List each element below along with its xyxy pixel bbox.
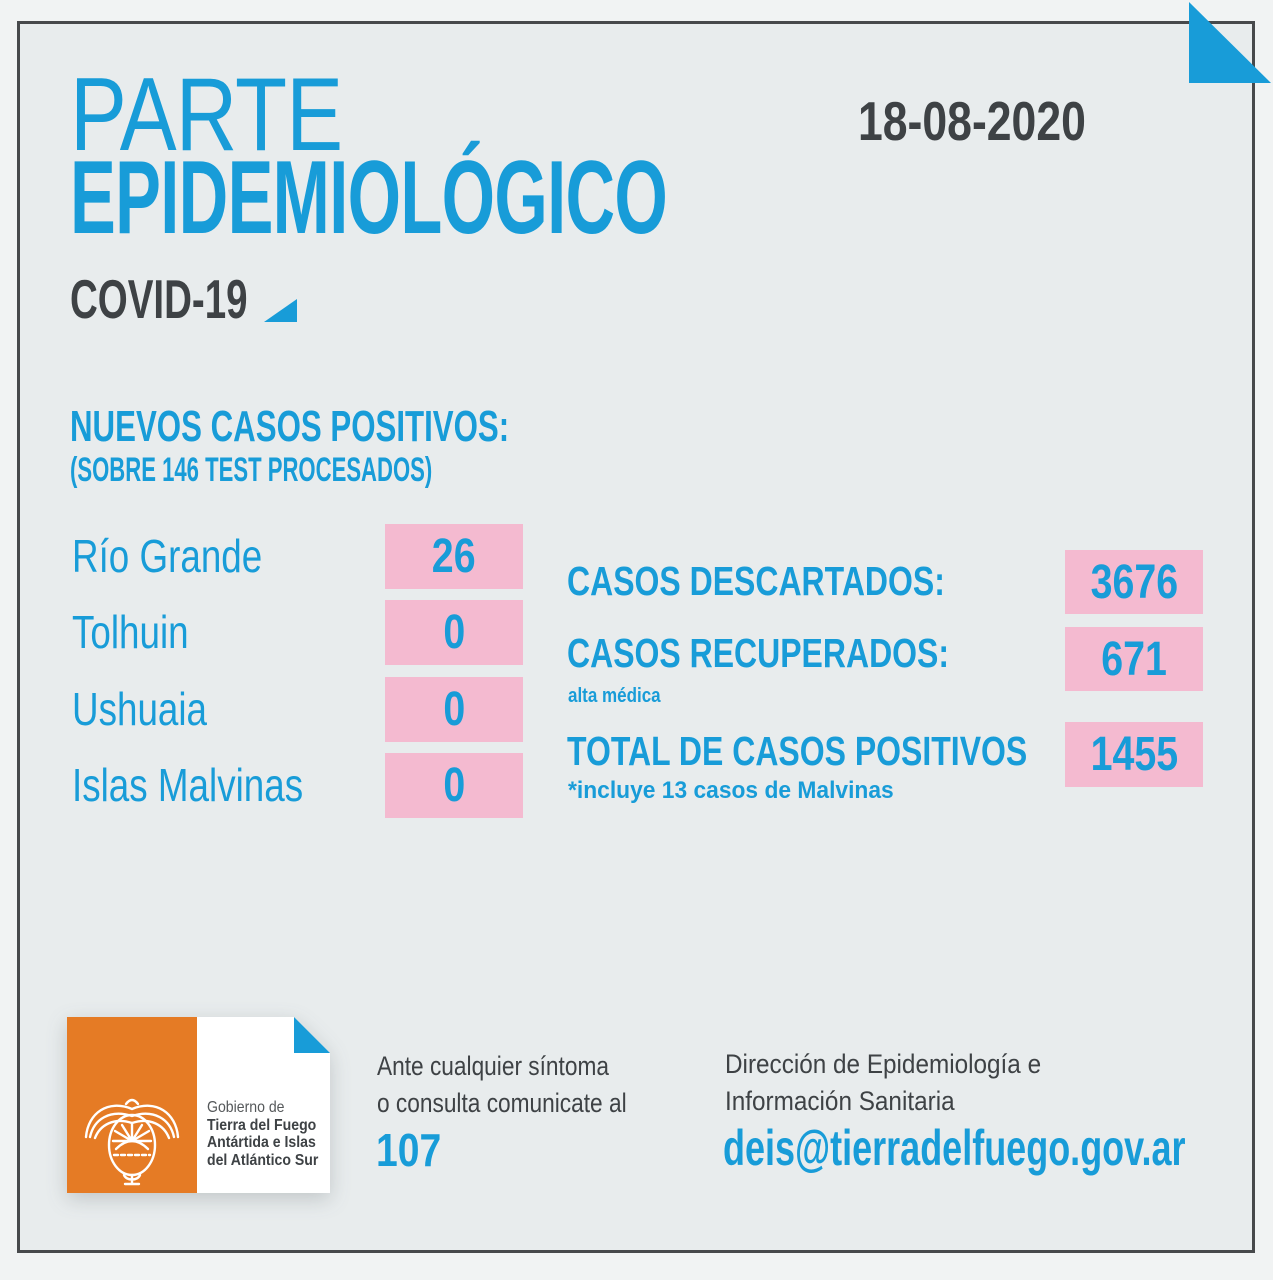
gov-line-1: Gobierno de [207, 1099, 285, 1116]
gov-line-4: del Atlántico Sur [207, 1151, 319, 1169]
recovered-cases-value: 671 [1101, 632, 1167, 686]
total-cases-box: 1455 [1065, 722, 1203, 787]
department-line-1: Dirección de Epidemiología e [725, 1049, 1042, 1079]
corner-fold-icon [1189, 2, 1271, 83]
total-cases-note: *incluye 13 casos de Malvinas [568, 777, 894, 804]
city-label-rio-grande: Río Grande [72, 530, 263, 582]
city-value-box: 26 [385, 524, 523, 589]
new-cases-subheading: (SOBRE 146 TEST PROCESADOS) [70, 451, 433, 489]
discarded-cases-box: 3676 [1065, 550, 1203, 614]
recovered-cases-note: alta médica [568, 685, 661, 707]
gov-line-2: Tierra del Fuego [207, 1116, 317, 1134]
city-label-islas-malvinas: Islas Malvinas [72, 759, 304, 811]
gov-line-3: Antártida e Islas [207, 1134, 316, 1151]
logo-text: Gobierno de Tierra del Fuego Antártida e… [207, 1099, 318, 1169]
city-value: 0 [443, 606, 465, 659]
city-value-box: 0 [385, 677, 523, 742]
city-label-ushuaia: Ushuaia [72, 683, 208, 735]
department-email: deis@tierradelfuego.gov.ar [723, 1120, 1186, 1176]
total-cases-label: TOTAL DE CASOS POSITIVOS [567, 728, 1028, 774]
logo-fold-icon [294, 1017, 330, 1053]
title-line-2: EPIDEMIOLÓGICO [70, 140, 668, 256]
total-cases-value: 1455 [1090, 728, 1178, 781]
department-line-2: Información Sanitaria [725, 1086, 955, 1116]
discarded-cases-value: 3676 [1090, 555, 1178, 609]
recovered-cases-box: 671 [1065, 627, 1203, 691]
covid-label: COVID-19 [70, 268, 248, 330]
city-value-box: 0 [385, 600, 523, 665]
city-value: 26 [432, 530, 476, 583]
coat-of-arms-icon [84, 1098, 180, 1186]
contact-line-1: Ante cualquier síntoma [377, 1051, 609, 1081]
new-cases-heading: NUEVOS CASOS POSITIVOS: [70, 402, 510, 451]
city-value: 0 [443, 759, 465, 812]
city-label-tolhuin: Tolhuin [72, 606, 189, 658]
discarded-cases-label: CASOS DESCARTADOS: [567, 558, 945, 604]
emergency-phone: 107 [376, 1124, 442, 1176]
city-value: 0 [443, 683, 465, 736]
city-value-box: 0 [385, 753, 523, 818]
recovered-cases-label: CASOS RECUPERADOS: [567, 630, 950, 676]
government-logo: Gobierno de Tierra del Fuego Antártida e… [67, 1017, 330, 1193]
title-line-1: PARTE [70, 57, 343, 173]
logo-orange-panel [67, 1017, 197, 1193]
report-date: 18-08-2020 [858, 90, 1086, 152]
contact-line-2: o consulta comunicate al [377, 1088, 627, 1118]
